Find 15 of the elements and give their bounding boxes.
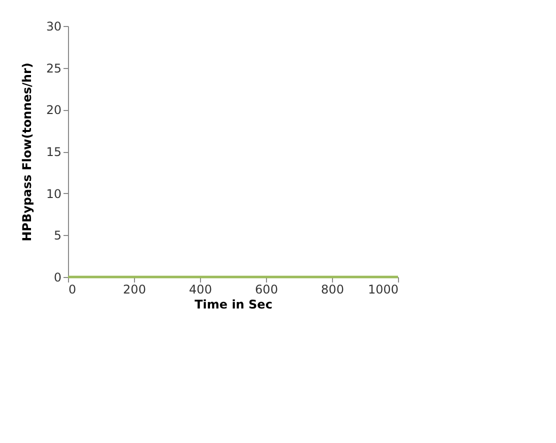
x-axis-title: Time in Sec — [194, 298, 272, 312]
y-axis-title: HPBypass Flow(tonnes/hr) — [20, 62, 34, 242]
y-tick-label: 5 — [54, 228, 62, 243]
x-tick-label: 600 — [255, 282, 278, 296]
x-tick-label: 0 — [68, 282, 76, 296]
x-tick-label: 800 — [321, 282, 344, 296]
y-tick-label: 30 — [46, 20, 62, 34]
x-tick-label: 200 — [123, 282, 146, 296]
y-tick-label: 15 — [46, 145, 62, 159]
y-tick-label: 20 — [46, 103, 62, 118]
y-tick-label: 0 — [54, 270, 62, 284]
y-tick-label: 10 — [46, 186, 62, 201]
x-tick-label: 400 — [189, 282, 212, 296]
y-tick-label: 25 — [46, 61, 62, 76]
x-tick-label: 1000 — [368, 282, 398, 296]
